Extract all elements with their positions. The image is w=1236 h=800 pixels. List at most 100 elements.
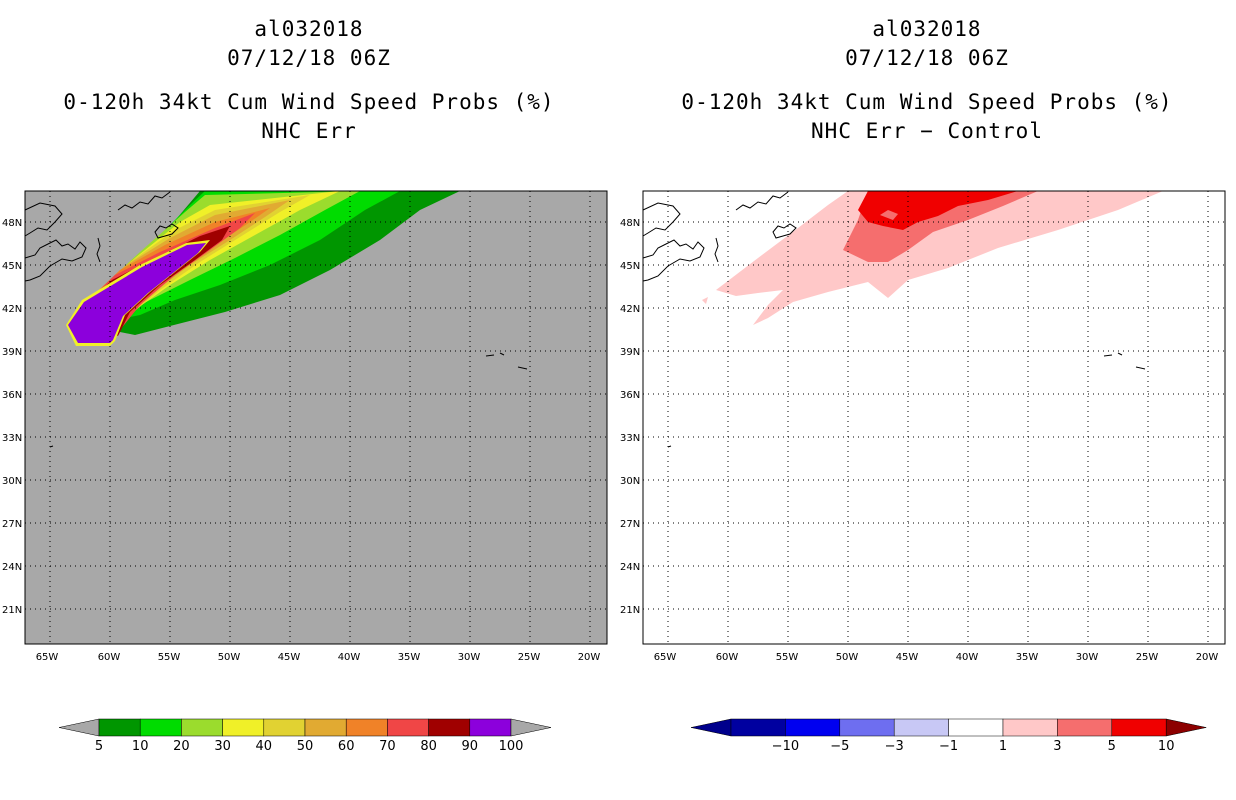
colorbar-end-right: [510, 718, 552, 737]
colorbar-end-left: [690, 718, 732, 737]
lon-label: 40W: [956, 652, 979, 663]
map-frame: [24, 190, 608, 645]
colorbar-label: 10: [1158, 739, 1175, 754]
lon-label: 35W: [398, 652, 421, 663]
colorbar-label: 50: [297, 739, 314, 754]
panel-probabilities: al032018 07/12/18 06Z 0-120h 34kt Cum Wi…: [2, 17, 608, 754]
colorbar-label: 5: [1108, 739, 1116, 754]
colorbar-swatch: [387, 718, 429, 737]
colorbar-label: 5: [95, 739, 103, 754]
lon-label: 60W: [98, 652, 121, 663]
lat-label: 36N: [2, 390, 22, 401]
lon-label: 65W: [654, 652, 677, 663]
colorbar-swatch: [428, 718, 471, 737]
colorbar-swatch: [98, 718, 141, 737]
colorbar-label: −3: [885, 739, 904, 754]
lat-label: 24N: [2, 562, 22, 573]
colorbar-swatch: [1057, 718, 1113, 737]
colorbar-label: −5: [830, 739, 849, 754]
contour-90: [68, 243, 206, 343]
colorbar: 5 10 20 30 40 50 60 70 80 90 100: [58, 718, 552, 754]
map-difference: 48N 45N 42N 39N 36N 33N 30N 27N 24N 21N …: [620, 190, 1226, 754]
lon-labels: 65W 60W 55W 50W 45W 40W 35W 30W 25W 20W: [36, 652, 601, 663]
diff-contours: [702, 191, 1163, 325]
colorbar-swatch: [1002, 718, 1058, 737]
gridlines: [25, 191, 607, 644]
lat-label: 33N: [2, 433, 22, 444]
datetime: 07/12/18 06Z: [227, 46, 391, 70]
colorbar: −10 −5 −3 −1 1 3 5 10: [690, 718, 1207, 754]
lat-label: 33N: [620, 433, 640, 444]
lon-label: 20W: [578, 652, 601, 663]
colorbar-label: 3: [1053, 739, 1061, 754]
lat-label: 30N: [2, 476, 22, 487]
coastlines: [642, 191, 1146, 448]
product-title: 0-120h 34kt Cum Wind Speed Probs (%): [63, 90, 555, 114]
lat-label: 39N: [620, 347, 640, 358]
lat-label: 21N: [620, 605, 640, 616]
datetime: 07/12/18 06Z: [845, 46, 1009, 70]
colorbar-label: 20: [173, 739, 190, 754]
colorbar-label: 90: [462, 739, 479, 754]
colorbar-swatch: [469, 718, 512, 737]
colorbar-label: 1: [999, 739, 1007, 754]
colorbar-swatch: [948, 718, 1004, 737]
lat-label: 45N: [2, 261, 22, 272]
colorbar-label: −1: [939, 739, 958, 754]
colorbar-swatch: [304, 718, 347, 737]
lat-label: 42N: [2, 304, 22, 315]
colorbar-label: 70: [379, 739, 396, 754]
lat-label: 27N: [620, 519, 640, 530]
lat-label: 42N: [620, 304, 640, 315]
colorbar-swatch: [839, 718, 895, 737]
lat-labels: 48N 45N 42N 39N 36N 33N 30N 27N 24N 21N: [620, 218, 640, 616]
prob-contours: [66, 191, 460, 346]
lon-label: 25W: [518, 652, 541, 663]
lat-label: 36N: [620, 390, 640, 401]
colorbar-end-right: [1165, 718, 1207, 737]
lon-label: 50W: [218, 652, 241, 663]
product-subtitle: NHC Err − Control: [811, 119, 1043, 143]
colorbar-swatch: [181, 718, 223, 737]
lon-label: 45W: [896, 652, 919, 663]
lon-label: 35W: [1016, 652, 1039, 663]
lon-label: 65W: [36, 652, 59, 663]
lat-label: 48N: [620, 218, 640, 229]
colorbar-swatch: [139, 718, 182, 737]
lon-label: 30W: [458, 652, 481, 663]
storm-id: al032018: [254, 17, 364, 41]
lon-labels: 65W 60W 55W 50W 45W 40W 35W 30W 25W 20W: [654, 652, 1219, 663]
lat-label: 48N: [2, 218, 22, 229]
diff-3-5-blob: [880, 210, 898, 220]
product-subtitle: NHC Err: [261, 119, 357, 143]
colorbar-label: 100: [499, 739, 524, 754]
colorbar-end-left: [58, 718, 100, 737]
colorbar-label: 40: [256, 739, 273, 754]
colorbar-label: 30: [214, 739, 231, 754]
colorbar-swatch: [785, 718, 841, 737]
lon-label: 60W: [716, 652, 739, 663]
gridlines: [643, 191, 1225, 644]
lon-label: 45W: [278, 652, 301, 663]
storm-id: al032018: [872, 17, 982, 41]
lon-label: 20W: [1196, 652, 1219, 663]
colorbar-label: 80: [420, 739, 437, 754]
colorbar-swatch: [263, 718, 306, 737]
panel-difference: al032018 07/12/18 06Z 0-120h 34kt Cum Wi…: [618, 0, 1236, 800]
lat-label: 24N: [620, 562, 640, 573]
lat-label: 45N: [620, 261, 640, 272]
diff-1-3: [716, 191, 1163, 325]
lon-label: 55W: [158, 652, 181, 663]
lat-label: 27N: [2, 519, 22, 530]
lon-label: 40W: [338, 652, 361, 663]
lon-label: 25W: [1136, 652, 1159, 663]
product-title: 0-120h 34kt Cum Wind Speed Probs (%): [681, 90, 1173, 114]
colorbar-label: −10: [772, 739, 799, 754]
lat-labels: 48N 45N 42N 39N 36N 33N 30N 27N 24N 21N: [2, 218, 22, 616]
colorbar-label: 60: [338, 739, 355, 754]
lat-label: 39N: [2, 347, 22, 358]
diff-1-3-speck: [702, 297, 708, 304]
colorbar-swatch: [1111, 718, 1167, 737]
colorbar-swatch: [222, 718, 265, 737]
colorbar-swatch: [345, 718, 388, 737]
